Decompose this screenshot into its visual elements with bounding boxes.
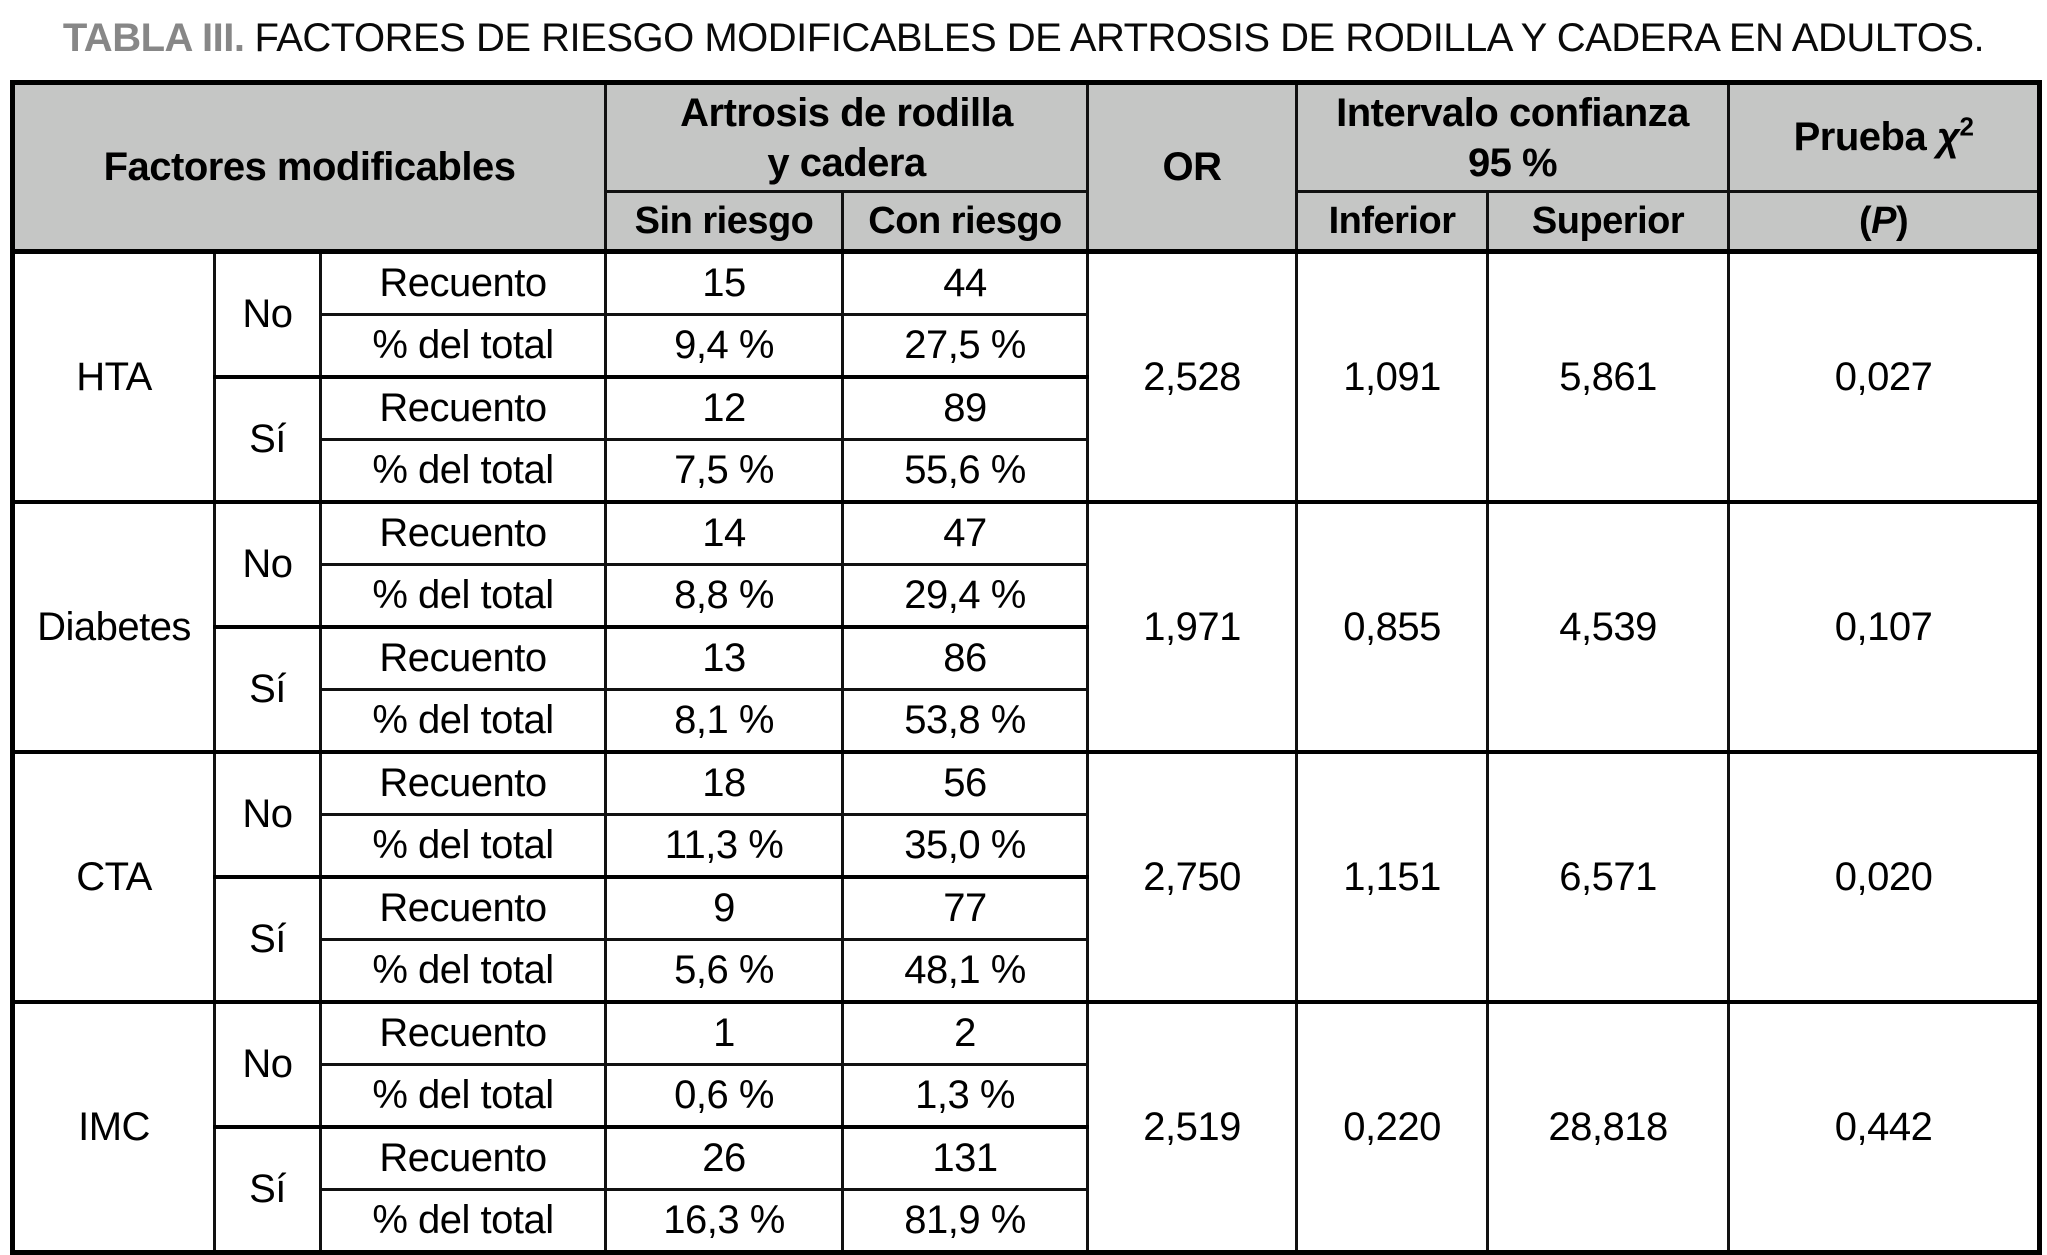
header-sin-riesgo: Sin riesgo [604, 190, 845, 254]
level-label-si: Sí [213, 625, 322, 754]
factor-name: HTA [11, 249, 216, 504]
header-superior: Superior [1486, 190, 1731, 254]
stat-label-recuento: Recuento [318, 625, 608, 691]
value-con-riesgo: 2 [841, 1000, 1090, 1066]
header-factores-modificables: Factores modificables [10, 81, 608, 254]
prueba-text: Prueba [1793, 115, 1937, 159]
value-con-riesgo: 48,1 % [841, 938, 1090, 1004]
stat-label-pct: % del total [318, 1188, 608, 1254]
value-sin-riesgo: 12 [604, 375, 845, 441]
p-close-paren: ) [1895, 199, 1909, 242]
level-label-si: Sí [213, 375, 322, 504]
value-con-riesgo: 89 [841, 375, 1090, 441]
stat-label-recuento: Recuento [318, 750, 608, 816]
value-sin-riesgo: 13 [604, 625, 845, 691]
value-sin-riesgo: 9,4 % [604, 313, 845, 379]
stat-label-recuento: Recuento [318, 375, 608, 441]
value-con-riesgo: 53,8 % [841, 688, 1090, 754]
value-con-riesgo: 27,5 % [841, 313, 1090, 379]
value-con-riesgo: 47 [841, 500, 1090, 566]
stat-label-recuento: Recuento [318, 500, 608, 566]
p-open-paren: ( [1858, 199, 1872, 242]
header-artrosis-rodilla-cadera: Artrosis de rodilla y cadera [604, 81, 1090, 193]
value-sin-riesgo: 16,3 % [604, 1188, 845, 1254]
ci-inferior: 1,151 [1295, 750, 1490, 1004]
value-con-riesgo: 86 [841, 625, 1090, 691]
value-sin-riesgo: 5,6 % [604, 938, 845, 1004]
prueba-exponent: 2 [1959, 111, 1974, 142]
ci-superior: 4,539 [1486, 500, 1731, 754]
ci-inferior: 0,220 [1295, 1000, 1490, 1254]
p-value: 0,442 [1727, 1000, 2042, 1254]
ci-superior: 6,571 [1486, 750, 1731, 1004]
stat-label-pct: % del total [318, 938, 608, 1004]
prueba-chi-symbol: χ [1936, 115, 1960, 159]
value-con-riesgo: 29,4 % [841, 563, 1090, 629]
value-sin-riesgo: 11,3 % [604, 813, 845, 879]
stat-label-recuento: Recuento [318, 875, 608, 941]
value-sin-riesgo: 7,5 % [604, 438, 845, 504]
stat-label-pct: % del total [318, 688, 608, 754]
ci-superior: 28,818 [1486, 1000, 1731, 1254]
p-value: 0,107 [1727, 500, 2042, 754]
value-con-riesgo: 81,9 % [841, 1188, 1090, 1254]
value-sin-riesgo: 9 [604, 875, 845, 941]
value-sin-riesgo: 8,1 % [604, 688, 845, 754]
p-value: 0,027 [1727, 249, 2042, 504]
level-label-si: Sí [213, 875, 322, 1004]
stat-label-recuento: Recuento [318, 1000, 608, 1066]
value-sin-riesgo: 1 [604, 1000, 845, 1066]
value-sin-riesgo: 8,8 % [604, 563, 845, 629]
table-title-text: FACTORES DE RIESGO MODIFICABLES DE ARTRO… [254, 16, 1985, 60]
value-con-riesgo: 56 [841, 750, 1090, 816]
stat-label-pct: % del total [318, 313, 608, 379]
p-letter: P [1871, 199, 1896, 242]
header-or: OR [1086, 81, 1299, 254]
value-con-riesgo: 44 [841, 249, 1090, 316]
header-p: (P) [1727, 190, 2042, 254]
ci-inferior: 1,091 [1295, 249, 1490, 504]
factor-name: Diabetes [11, 500, 216, 754]
header-prueba-chi2: Prueba χ2 [1727, 81, 2042, 193]
level-label-no: No [213, 1000, 322, 1129]
value-con-riesgo: 55,6 % [841, 438, 1090, 504]
stat-label-recuento: Recuento [318, 249, 608, 316]
value-con-riesgo: 35,0 % [841, 813, 1090, 879]
value-con-riesgo: 1,3 % [841, 1063, 1090, 1129]
risk-factors-table: Factores modificables Artrosis de rodill… [10, 80, 2043, 1255]
value-sin-riesgo: 14 [604, 500, 845, 566]
value-sin-riesgo: 18 [604, 750, 845, 816]
value-sin-riesgo: 15 [604, 249, 845, 316]
value-con-riesgo: 77 [841, 875, 1090, 941]
factor-name: IMC [11, 1000, 216, 1254]
ci-superior: 5,861 [1486, 249, 1731, 504]
table-title: TABLA III. FACTORES DE RIESGO MODIFICABLE… [0, 16, 2047, 61]
table-title-label: TABLA III. [62, 16, 245, 60]
level-label-no: No [213, 750, 322, 879]
stat-label-pct: % del total [318, 1063, 608, 1129]
stat-label-pct: % del total [318, 563, 608, 629]
header-con-riesgo: Con riesgo [841, 190, 1090, 254]
value-sin-riesgo: 0,6 % [604, 1063, 845, 1129]
or-value: 2,528 [1086, 249, 1299, 504]
header-inferior: Inferior [1295, 190, 1490, 254]
or-value: 2,519 [1086, 1000, 1299, 1254]
or-value: 1,971 [1086, 500, 1299, 754]
level-label-no: No [213, 500, 322, 629]
stat-label-recuento: Recuento [318, 1125, 608, 1191]
level-label-si: Sí [213, 1125, 322, 1254]
stat-label-pct: % del total [318, 438, 608, 504]
value-sin-riesgo: 26 [604, 1125, 845, 1191]
stat-label-pct: % del total [318, 813, 608, 879]
p-value: 0,020 [1727, 750, 2042, 1004]
level-label-no: No [213, 249, 322, 379]
factor-name: CTA [11, 750, 216, 1004]
value-con-riesgo: 131 [841, 1125, 1090, 1191]
or-value: 2,750 [1086, 750, 1299, 1004]
header-intervalo-confianza: Intervalo confianza 95 % [1295, 81, 1731, 193]
ci-inferior: 0,855 [1295, 500, 1490, 754]
